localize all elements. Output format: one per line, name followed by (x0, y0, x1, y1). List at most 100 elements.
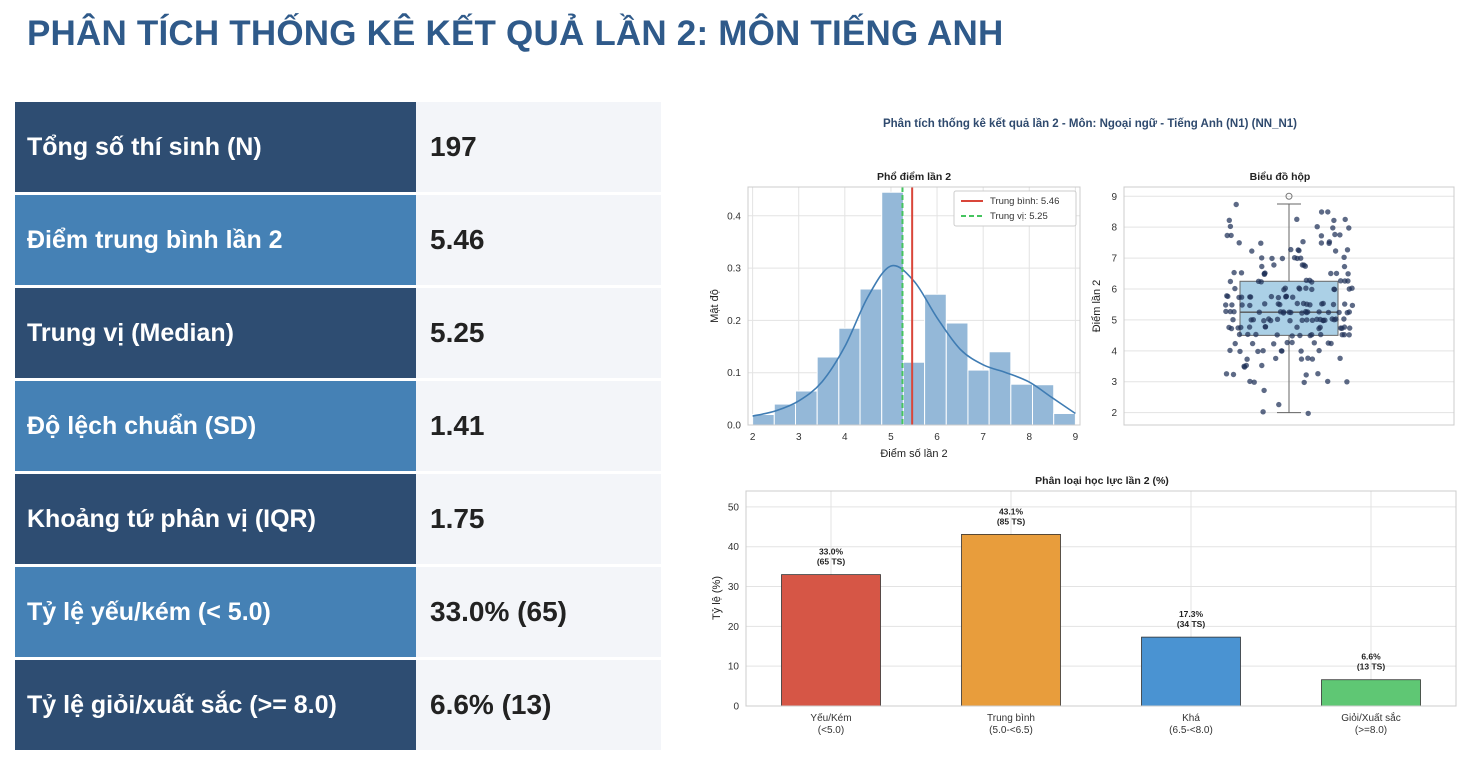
stat-label: Tổng số thí sinh (N) (15, 102, 416, 192)
strip-point (1276, 401, 1282, 408)
strip-point (1259, 362, 1265, 369)
histogram-bar (945, 322, 969, 426)
classification-ytick-label: 10 (728, 662, 740, 673)
strip-point (1227, 347, 1233, 354)
stats-table: Tổng số thí sinh (N) 197 Điểm trung bình… (15, 102, 661, 753)
strip-point (1326, 239, 1333, 245)
strip-point (1260, 348, 1266, 354)
strip-point (1288, 246, 1294, 253)
classification-ticks: 0 10 20 30 40 50 Yếu/Kém(<5.0) Trung bình(5.0-<… (728, 502, 1401, 736)
strip-point (1315, 371, 1321, 377)
strip-point (1236, 240, 1242, 246)
strip-point (1280, 309, 1287, 315)
strip-point (1332, 231, 1338, 238)
bar-percent-label: 6.6% (1361, 652, 1381, 662)
strip-point (1287, 318, 1293, 324)
classification-bar (1141, 636, 1241, 707)
strip-point (1229, 302, 1235, 308)
stat-row-mean: Điểm trung bình lần 2 5.46 (15, 195, 661, 285)
strip-point (1231, 269, 1237, 276)
strip-point (1223, 302, 1229, 308)
strip-point (1318, 240, 1325, 246)
strip-point (1314, 224, 1320, 230)
strip-point (1261, 318, 1267, 324)
strip-point (1332, 248, 1339, 254)
boxplot-ytick-label: 9 (1111, 192, 1117, 203)
strip-point (1309, 317, 1316, 323)
strip-point (1316, 347, 1322, 354)
strip-point (1247, 294, 1253, 300)
strip-point (1246, 324, 1253, 330)
strip-point (1245, 331, 1251, 338)
histogram-chart: Phổ điểm lần 2 2 3 4 5 6 7 8 9 0.0 0.1 0.2 0.3 0.4 Đ… (709, 171, 1081, 460)
histogram-ytick-label: 0.4 (727, 211, 741, 222)
strip-point (1274, 332, 1280, 338)
strip-point (1325, 340, 1331, 346)
strip-point (1223, 371, 1230, 377)
classification-bars: 33.0%(65 TS) 43.1%(85 TS) 17.3%(34 TS) 6.6%… (781, 506, 1421, 707)
histogram-frame (747, 186, 1081, 426)
boxplot-ytick-label: 8 (1111, 223, 1117, 234)
strip-point (1225, 293, 1231, 300)
stat-value: 1.75 (416, 474, 661, 564)
strip-point (1247, 302, 1253, 309)
stat-value: 33.0% (65) (416, 567, 661, 657)
boxplot-ytick-label: 3 (1111, 377, 1117, 388)
stat-row-excellent-rate: Tỷ lệ giỏi/xuất sắc (>= 8.0) 6.6% (13) (15, 660, 661, 750)
strip-point (1228, 232, 1234, 239)
boxplot-ytick-label: 5 (1111, 315, 1117, 326)
strip-point (1230, 317, 1236, 323)
stat-label: Trung vị (Median) (15, 288, 416, 378)
strip-point (1258, 240, 1264, 246)
boxplot-ylabel: Điểm lần 2 (1091, 280, 1103, 333)
boxplot-ytick-label: 2 (1111, 408, 1117, 419)
strip-point (1268, 293, 1275, 300)
strip-point (1262, 301, 1268, 307)
strip-point (1331, 317, 1337, 323)
strip-point (1227, 308, 1233, 315)
boxplot-frame (1123, 186, 1455, 426)
strip-point (1227, 223, 1234, 230)
strip-point (1236, 331, 1243, 338)
stat-label: Tỷ lệ giỏi/xuất sắc (>= 8.0) (15, 660, 416, 750)
strip-point (1227, 278, 1234, 285)
histogram-bar (816, 356, 840, 426)
strip-point (1290, 294, 1296, 300)
strip-point (1289, 333, 1295, 339)
strip-point (1318, 233, 1325, 239)
strip-point (1274, 316, 1281, 322)
strip-point (1314, 316, 1320, 322)
boxplot-title: Biểu đồ hộp (1250, 171, 1311, 183)
strip-point (1271, 262, 1277, 268)
stat-label: Độ lệch chuẩn (SD) (15, 381, 416, 471)
strip-point (1259, 255, 1265, 261)
histogram-bar (988, 351, 1012, 426)
category-label: Yếu/Kém (810, 712, 851, 724)
strip-point (1249, 340, 1256, 347)
strip-point (1253, 331, 1259, 338)
classification-ytick-label: 20 (728, 622, 740, 633)
strip-point (1224, 232, 1230, 239)
strip-point (1299, 262, 1306, 268)
strip-point (1341, 254, 1347, 260)
strip-point (1349, 285, 1355, 291)
legend-box (953, 190, 1077, 227)
classification-ytick-label: 50 (728, 502, 740, 513)
kde-curve (752, 264, 1076, 417)
strip-point (1232, 285, 1238, 292)
legend-mean-label: Trung bình: 5.46 (990, 196, 1059, 207)
strip-point (1338, 278, 1344, 284)
strip-point (1284, 339, 1290, 346)
strip-point (1269, 255, 1275, 262)
page-title: PHÂN TÍCH THỐNG KÊ KẾT QUẢ LẦN 2: MÔN TI… (27, 14, 1004, 53)
histogram-xtick-label: 6 (934, 432, 940, 443)
strip-point (1239, 302, 1245, 308)
strip-point (1325, 309, 1332, 316)
bar-percent-label: 43.1% (999, 506, 1024, 516)
legend-median-label: Trung vị: 5.25 (990, 211, 1048, 222)
category-label: Khá (1182, 713, 1200, 724)
strip-point (1331, 217, 1337, 224)
strip-point (1230, 371, 1237, 378)
histogram-xlabel: Điểm số lần 2 (880, 448, 947, 460)
strip-point (1309, 356, 1316, 362)
